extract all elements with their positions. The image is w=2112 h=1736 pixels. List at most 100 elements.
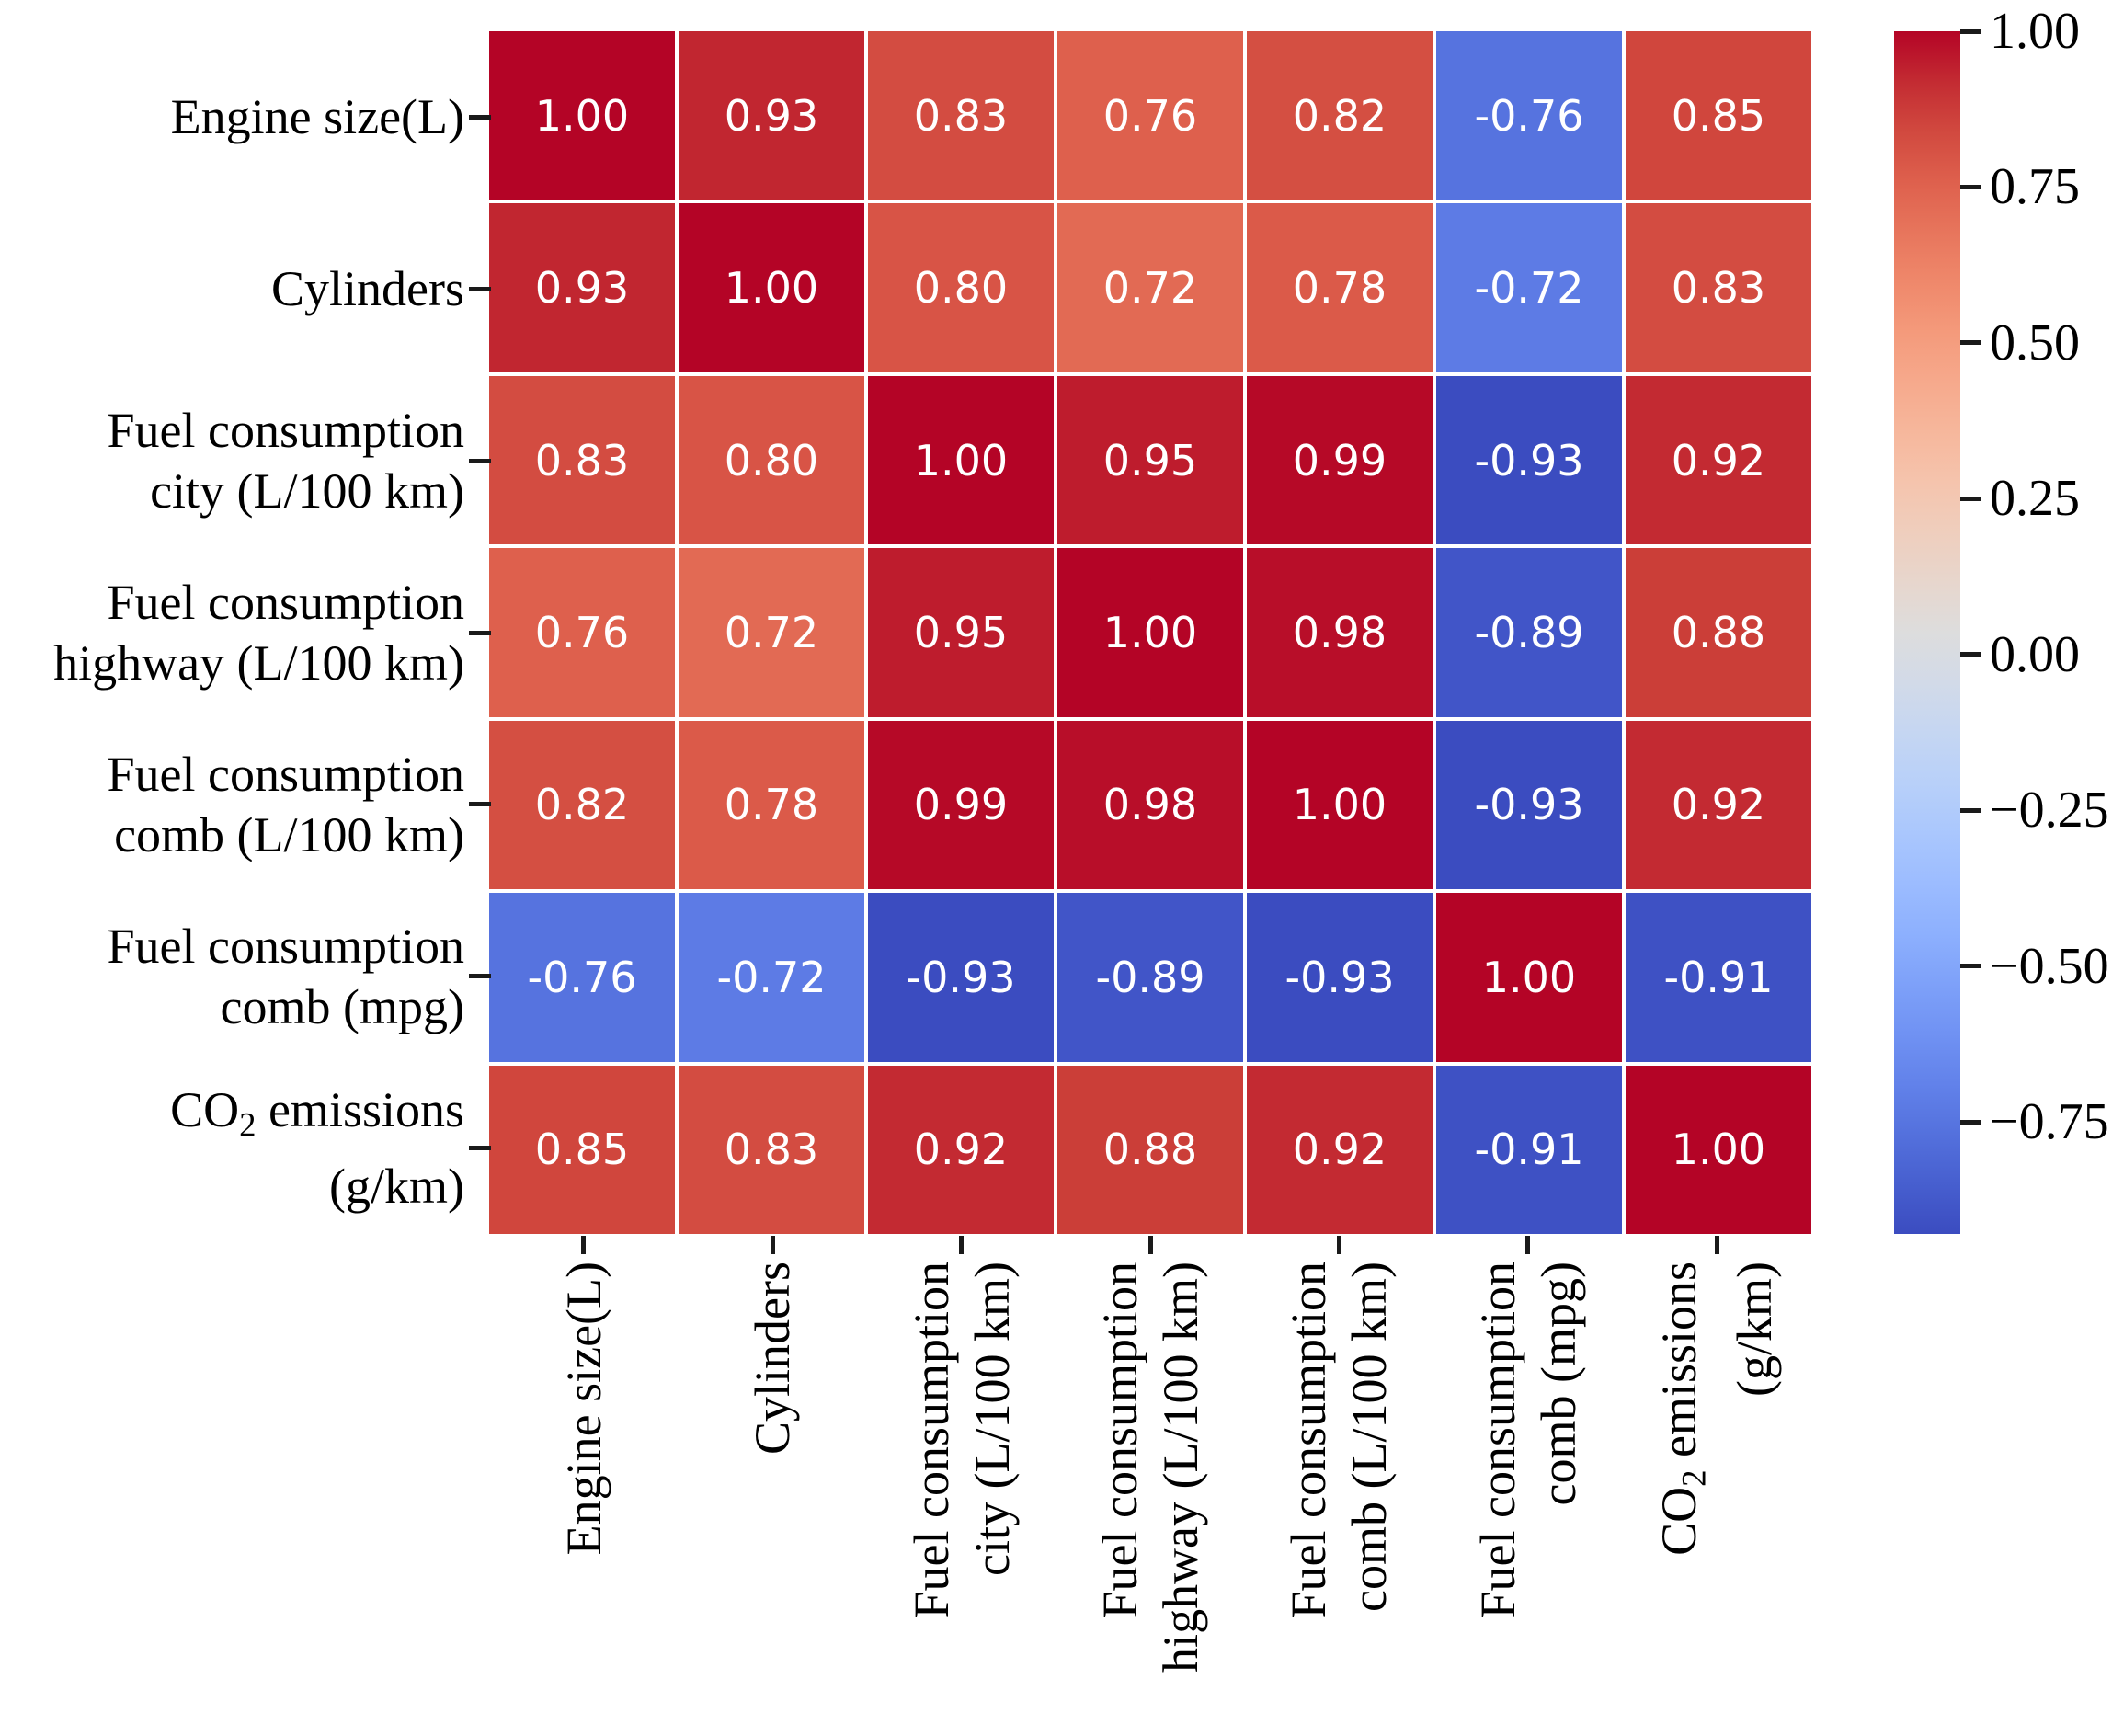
heatmap-grid: 1.00 0.93 0.83 0.76 0.82 -0.76 0.85 0.93 1.00 0.8… — [489, 31, 1811, 1234]
colorbar-gradient — [1894, 31, 1960, 1234]
y-axis-label-6: Fuel consumption comb (mpg) — [107, 918, 465, 1034]
y-axis-tick — [469, 458, 491, 463]
cell-value: 0.83 — [534, 435, 630, 485]
heatmap-cell-r3c4: 0.95 — [1057, 375, 1243, 545]
x-axis-label-5: Fuel consumption comb (L/100 km) — [1281, 1262, 1398, 1619]
cell-value: 1.00 — [1292, 780, 1387, 830]
cell-value: 0.92 — [913, 1125, 1009, 1175]
heatmap-cell-r2c4: 0.72 — [1057, 203, 1243, 372]
cell-value: -0.76 — [527, 952, 637, 1002]
cell-value: 0.82 — [1292, 90, 1387, 141]
x-axis-tick — [770, 1236, 775, 1254]
colorbar-tick — [1960, 184, 1981, 189]
heatmap-cell-r4c7: 0.88 — [1626, 548, 1811, 717]
cell-value: 0.78 — [724, 780, 819, 830]
cell-value: 0.76 — [534, 607, 630, 657]
cell-value: 1.00 — [724, 263, 819, 314]
y-axis-tick — [469, 1146, 491, 1151]
subscript-2: 2 — [1674, 1469, 1713, 1487]
heatmap-cell-r4c6: -0.89 — [1436, 548, 1622, 717]
colorbar-tick-label: 0.25 — [1990, 470, 2080, 528]
x-axis-tick — [581, 1236, 587, 1254]
heatmap-cell-r5c1: 0.82 — [489, 720, 675, 890]
colorbar-tick — [1960, 652, 1981, 657]
y-axis-label-4: Fuel consumption highway (L/100 km) — [53, 574, 464, 691]
y-axis-label-3: Fuel consumption city (L/100 km) — [107, 403, 465, 520]
x-axis-tick — [1714, 1236, 1719, 1254]
cell-value: 0.78 — [1292, 263, 1387, 314]
colorbar-tick — [1960, 340, 1981, 346]
cell-value: -0.91 — [1663, 952, 1774, 1002]
cell-value: -0.93 — [1474, 435, 1584, 485]
y-axis-tick — [469, 630, 491, 635]
cell-value: 0.83 — [913, 90, 1009, 141]
y-axis-label-2: Cylinders — [271, 261, 464, 317]
heatmap-cell-r2c7: 0.83 — [1626, 203, 1811, 372]
cell-value: -0.76 — [1474, 90, 1584, 141]
heatmap-cell-r5c4: 0.98 — [1057, 720, 1243, 890]
cell-value: 0.76 — [1102, 90, 1198, 141]
y-axis-tick — [469, 114, 491, 120]
heatmap-cell-r3c2: 0.80 — [679, 375, 864, 545]
heatmap-cell-r7c3: 0.92 — [868, 1065, 1054, 1234]
heatmap-cell-r1c1: 1.00 — [489, 31, 675, 200]
heatmap-cell-r7c4: 0.88 — [1057, 1065, 1243, 1234]
colorbar-tick-label: 0.75 — [1990, 158, 2080, 216]
heatmap-cell-r7c6: -0.91 — [1436, 1065, 1622, 1234]
cell-value: -0.93 — [1284, 952, 1395, 1002]
heatmap-cell-r6c2: -0.72 — [679, 893, 864, 1062]
cell-value: 0.95 — [1102, 435, 1198, 485]
y-axis-label-7: CO2 emissions (g/km) — [170, 1082, 464, 1214]
heatmap-cell-r6c3: -0.93 — [868, 893, 1054, 1062]
cell-value: 1.00 — [1481, 952, 1577, 1002]
y-axis-tick — [469, 802, 491, 807]
x-axis-label-7: CO2 emissions (g/km) — [1651, 1262, 1783, 1556]
cell-value: 0.80 — [724, 435, 819, 485]
heatmap-cell-r5c5: 1.00 — [1247, 720, 1433, 890]
x-axis-tick — [1336, 1236, 1341, 1254]
cell-value: 0.80 — [913, 263, 1009, 314]
heatmap-cell-r1c2: 0.93 — [679, 31, 864, 200]
cell-value: -0.93 — [1474, 780, 1584, 830]
heatmap-cell-r3c3: 1.00 — [868, 375, 1054, 545]
cell-value: 0.72 — [1102, 263, 1198, 314]
x-axis-label-6: Fuel consumption comb (mpg) — [1469, 1262, 1586, 1619]
cell-value: 0.99 — [913, 780, 1009, 830]
cell-value: 0.92 — [1671, 780, 1766, 830]
colorbar-tick-label: 1.00 — [1990, 3, 2080, 60]
heatmap-cell-r1c6: -0.76 — [1436, 31, 1622, 200]
x-axis-label-2: Cylinders — [745, 1262, 801, 1455]
colorbar-tick-label: 0.00 — [1990, 625, 2080, 683]
heatmap-cell-r4c5: 0.98 — [1247, 548, 1433, 717]
heatmap-cell-r3c7: 0.92 — [1626, 375, 1811, 545]
heatmap-cell-r1c7: 0.85 — [1626, 31, 1811, 200]
colorbar-tick — [1960, 29, 1981, 34]
cell-value: -0.91 — [1474, 1125, 1584, 1175]
heatmap-cell-r2c6: -0.72 — [1436, 203, 1622, 372]
heatmap-cell-r1c3: 0.83 — [868, 31, 1054, 200]
cell-value: 0.98 — [1102, 780, 1198, 830]
heatmap-cell-r7c7: 1.00 — [1626, 1065, 1811, 1234]
x-axis-label-4: Fuel consumption highway (L/100 km) — [1092, 1262, 1208, 1673]
cell-value: 0.85 — [1671, 90, 1766, 141]
colorbar-tick — [1960, 496, 1981, 501]
cell-value: 0.92 — [1292, 1125, 1387, 1175]
colorbar-tick-label: −0.75 — [1990, 1093, 2109, 1150]
heatmap-cell-r5c3: 0.99 — [868, 720, 1054, 890]
cell-value: 1.00 — [913, 435, 1009, 485]
heatmap-cell-r3c6: -0.93 — [1436, 375, 1622, 545]
colorbar-tick-label: −0.50 — [1990, 937, 2109, 995]
cell-value: 0.92 — [1671, 435, 1766, 485]
cell-value: 0.99 — [1292, 435, 1387, 485]
colorbar-tick — [1960, 807, 1981, 813]
heatmap-cell-r5c6: -0.93 — [1436, 720, 1622, 890]
heatmap-cell-r2c1: 0.93 — [489, 203, 675, 372]
cell-value: 0.72 — [724, 607, 819, 657]
heatmap-cell-r6c6: 1.00 — [1436, 893, 1622, 1062]
heatmap-cell-r2c2: 1.00 — [679, 203, 864, 372]
heatmap-cell-r4c1: 0.76 — [489, 548, 675, 717]
heatmap-cell-r5c7: 0.92 — [1626, 720, 1811, 890]
y-axis-label-1: Engine size(L) — [170, 89, 464, 145]
cell-value: 0.93 — [724, 90, 819, 141]
